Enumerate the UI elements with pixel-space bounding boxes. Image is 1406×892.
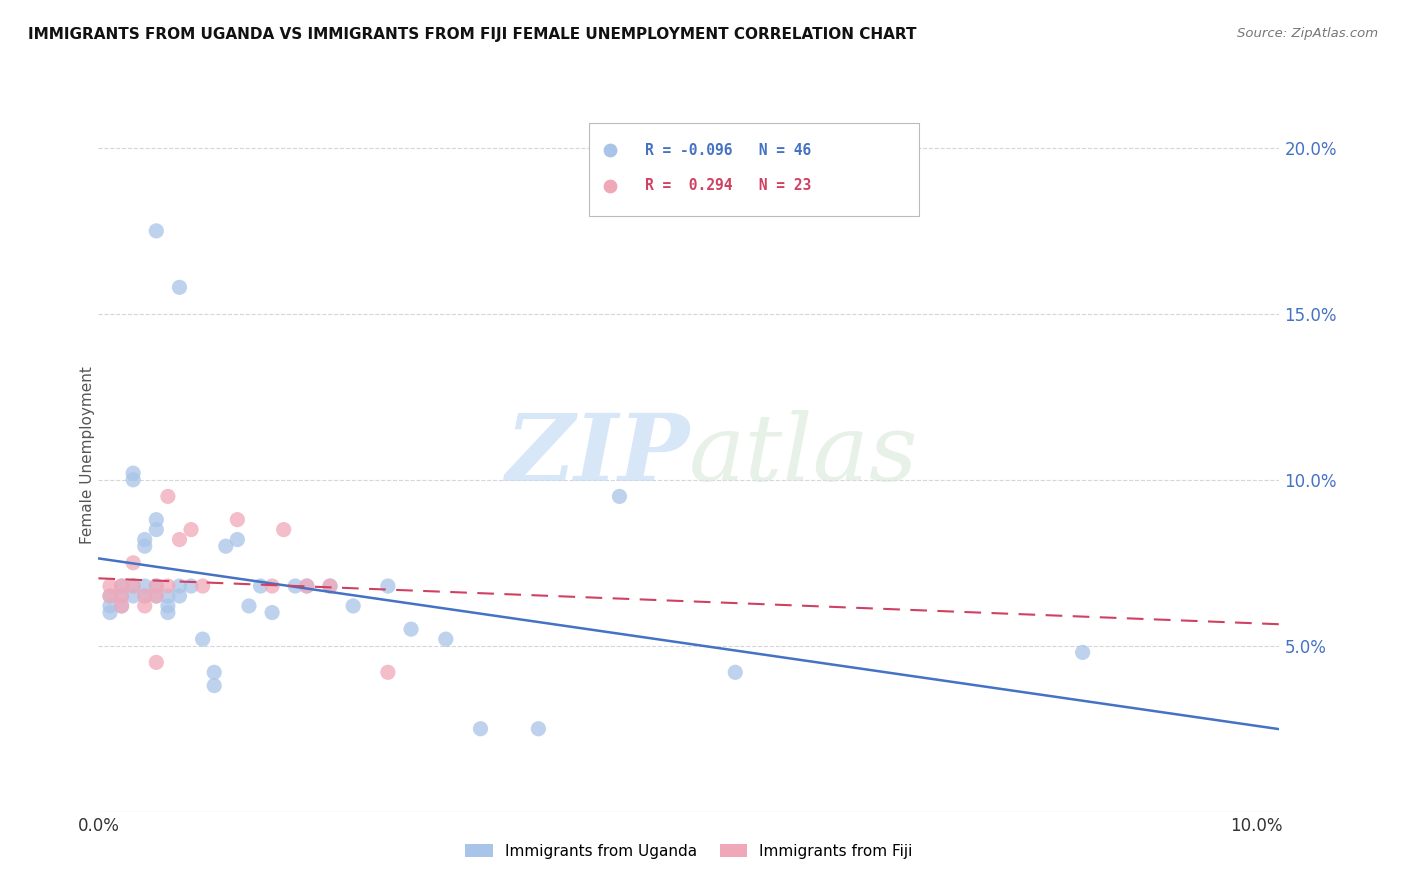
Point bbox=[98, 579, 121, 593]
Y-axis label: Female Unemployment: Female Unemployment bbox=[80, 366, 94, 544]
Point bbox=[273, 523, 295, 537]
Point bbox=[191, 632, 214, 647]
Legend: Immigrants from Uganda, Immigrants from Fiji: Immigrants from Uganda, Immigrants from … bbox=[458, 838, 920, 864]
Point bbox=[134, 589, 156, 603]
Point bbox=[134, 589, 156, 603]
Point bbox=[134, 539, 156, 553]
Point bbox=[319, 579, 342, 593]
Point bbox=[156, 589, 179, 603]
Point bbox=[110, 589, 132, 603]
Text: atlas: atlas bbox=[689, 410, 918, 500]
Point bbox=[180, 579, 202, 593]
Point bbox=[98, 606, 121, 620]
Point bbox=[180, 523, 202, 537]
Point bbox=[262, 579, 284, 593]
Point bbox=[98, 589, 121, 603]
Point bbox=[122, 473, 145, 487]
Point bbox=[169, 589, 191, 603]
Point bbox=[377, 579, 399, 593]
Text: IMMIGRANTS FROM UGANDA VS IMMIGRANTS FROM FIJI FEMALE UNEMPLOYMENT CORRELATION C: IMMIGRANTS FROM UGANDA VS IMMIGRANTS FRO… bbox=[28, 27, 917, 42]
Point bbox=[98, 589, 121, 603]
Point bbox=[110, 599, 132, 613]
Point bbox=[319, 579, 342, 593]
Text: Source: ZipAtlas.com: Source: ZipAtlas.com bbox=[1237, 27, 1378, 40]
Point bbox=[238, 599, 260, 613]
Point bbox=[156, 606, 179, 620]
Point bbox=[110, 579, 132, 593]
Point bbox=[122, 579, 145, 593]
Point bbox=[145, 523, 167, 537]
Point bbox=[122, 556, 145, 570]
Text: ZIP: ZIP bbox=[505, 410, 689, 500]
Point bbox=[377, 665, 399, 680]
Point bbox=[122, 589, 145, 603]
Point bbox=[110, 599, 132, 613]
Point bbox=[202, 665, 225, 680]
Point bbox=[399, 622, 422, 636]
Point bbox=[110, 579, 132, 593]
Text: R =  0.294   N = 23: R = 0.294 N = 23 bbox=[645, 178, 811, 194]
Point bbox=[226, 533, 249, 547]
Point bbox=[226, 513, 249, 527]
Point bbox=[122, 579, 145, 593]
Point bbox=[202, 679, 225, 693]
Point bbox=[169, 280, 191, 294]
Point bbox=[215, 539, 238, 553]
Point bbox=[145, 579, 167, 593]
Point bbox=[134, 599, 156, 613]
Point bbox=[434, 632, 457, 647]
Point bbox=[470, 722, 492, 736]
Point bbox=[145, 579, 167, 593]
Point bbox=[342, 599, 364, 613]
Point bbox=[609, 490, 631, 504]
Point bbox=[134, 579, 156, 593]
Point bbox=[191, 579, 214, 593]
Point bbox=[169, 533, 191, 547]
Point bbox=[145, 224, 167, 238]
Point bbox=[145, 589, 167, 603]
Point bbox=[295, 579, 318, 593]
Text: R = -0.096   N = 46: R = -0.096 N = 46 bbox=[645, 143, 811, 158]
Point bbox=[156, 599, 179, 613]
Point bbox=[110, 589, 132, 603]
Point bbox=[134, 533, 156, 547]
Point bbox=[249, 579, 271, 593]
Point bbox=[122, 466, 145, 480]
Point bbox=[295, 579, 318, 593]
Point bbox=[156, 490, 179, 504]
Point bbox=[156, 579, 179, 593]
Point bbox=[98, 599, 121, 613]
Point bbox=[145, 513, 167, 527]
Point bbox=[724, 665, 747, 680]
Point bbox=[169, 579, 191, 593]
FancyBboxPatch shape bbox=[589, 123, 920, 216]
Point bbox=[262, 606, 284, 620]
Point bbox=[527, 722, 550, 736]
Point bbox=[284, 579, 307, 593]
Point bbox=[145, 589, 167, 603]
Point bbox=[145, 656, 167, 670]
Point bbox=[1071, 645, 1094, 659]
